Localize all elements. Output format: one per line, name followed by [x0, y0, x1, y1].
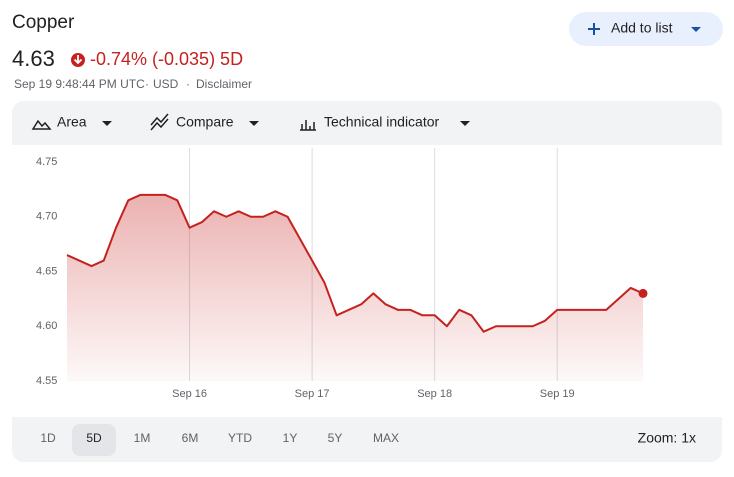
price-line: [66, 193, 644, 333]
range-tab[interactable]: MAX: [373, 431, 399, 445]
caret: [460, 121, 470, 126]
y-tick-label: 4.60: [36, 320, 57, 332]
indicator-icon: [300, 120, 316, 131]
indicator-label: Technical indicator: [324, 114, 440, 130]
button-label: Add to list: [611, 20, 673, 36]
zoom: Zoom: 1x: [638, 430, 696, 446]
x-tick-label: Sep 18: [417, 388, 452, 400]
separator: ·: [145, 77, 149, 91]
area-button[interactable]: Area: [31, 114, 112, 130]
timestamp: Sep 19 9:48:44 PM UTC: [14, 77, 145, 91]
caret: [691, 27, 701, 32]
range-tab[interactable]: 5Y: [328, 431, 343, 445]
y-tick-label: 4.75: [36, 156, 57, 168]
last-point: [638, 288, 648, 298]
disclaimer[interactable]: Disclaimer: [196, 77, 252, 91]
title: Copper: [12, 12, 75, 33]
selected-range-bg: [72, 424, 116, 456]
compare-icon: [150, 113, 169, 131]
y-tick-label: 4.65: [36, 265, 57, 277]
area-label: Area: [57, 114, 87, 130]
caret: [249, 121, 259, 126]
x-tick-label: Sep 17: [295, 388, 330, 400]
area: [67, 194, 643, 381]
range-tab[interactable]: 5D: [86, 431, 102, 445]
currency: USD: [153, 77, 179, 91]
area-icon: [31, 119, 52, 130]
down-arrow: [73, 55, 83, 65]
y-tick-label: 4.70: [36, 211, 57, 223]
range-tab[interactable]: 6M: [182, 431, 199, 445]
separator: ·: [186, 77, 190, 91]
change: -0.74% (-0.035) 5D: [90, 49, 243, 69]
x-tick-label: Sep 19: [540, 388, 575, 400]
plus-icon: [588, 23, 600, 35]
plot: 4.55 4.60 4.65 4.70 4.75 Sep 16 Sep 17 Sep 18 Se…: [36, 148, 648, 400]
compare-button[interactable]: Compare: [150, 113, 259, 131]
range-tab[interactable]: 1Y: [283, 431, 298, 445]
range-tab[interactable]: YTD: [228, 431, 252, 445]
add-to-list-button[interactable]: Add to list: [569, 12, 723, 46]
indicator-button[interactable]: Technical indicator: [300, 114, 470, 131]
compare-label: Compare: [176, 114, 234, 130]
range-tab[interactable]: 1D: [40, 431, 56, 445]
price: 4.63: [12, 46, 55, 71]
caret: [102, 121, 112, 126]
x-tick-label: Sep 16: [172, 388, 207, 400]
range-tab[interactable]: 1M: [134, 431, 151, 445]
y-tick-label: 4.55: [36, 375, 57, 387]
button-bg: [569, 12, 723, 46]
